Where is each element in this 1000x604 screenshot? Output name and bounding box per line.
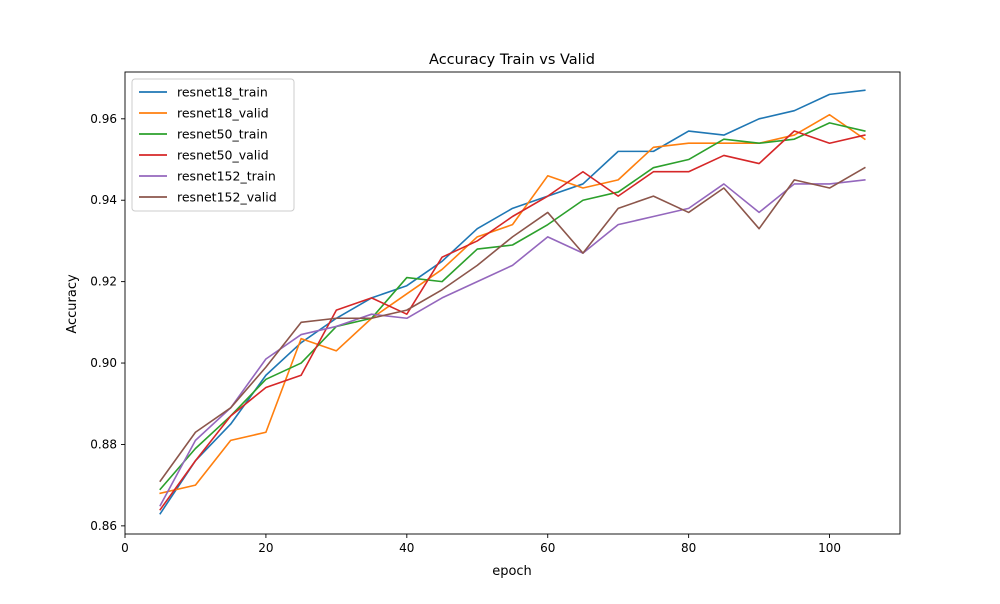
x-tick-label: 0 <box>121 541 129 555</box>
series-line-resnet152_valid <box>159 166 866 483</box>
series-line-resnet18_train <box>159 89 866 515</box>
plot-lines <box>159 89 866 515</box>
legend-label-resnet18_valid: resnet18_valid <box>177 106 269 121</box>
axes: 0 20 40 60 80 100 0.86 0.88 0.90 0.92 0.94 0.96 <box>90 71 901 555</box>
legend-box <box>131 78 295 212</box>
legend-label-resnet50_train: resnet50_train <box>177 127 268 142</box>
y-tick-label: 0.94 <box>90 193 117 207</box>
x-tick-label: 60 <box>540 541 555 555</box>
legend-label-resnet152_train: resnet152_train <box>177 169 276 184</box>
y-tick-label: 0.86 <box>90 519 117 533</box>
legend: resnet18_train resnet18_valid resnet50_tra… <box>131 78 295 212</box>
x-axis-label: epoch <box>492 564 532 579</box>
series-line-resnet152_train <box>159 178 866 507</box>
x-tick-label: 100 <box>818 541 841 555</box>
x-tick-label: 80 <box>681 541 696 555</box>
plot-frame <box>124 71 901 535</box>
series-line-resnet50_valid <box>159 130 866 511</box>
chart-title: Accuracy Train vs Valid <box>429 52 595 68</box>
y-tick-label: 0.92 <box>90 275 117 289</box>
legend-label-resnet50_valid: resnet50_valid <box>177 148 269 163</box>
y-tick-label: 0.96 <box>90 112 117 126</box>
y-axis-label: Accuracy <box>65 274 80 334</box>
legend-label-resnet152_valid: resnet152_valid <box>177 190 277 205</box>
x-tick-label: 20 <box>258 541 273 555</box>
x-tick-label: 40 <box>399 541 414 555</box>
y-tick-label: 0.90 <box>90 356 117 370</box>
legend-label-resnet18_train: resnet18_train <box>177 85 268 100</box>
series-line-resnet50_train <box>159 122 866 491</box>
series-line-resnet18_valid <box>159 113 866 495</box>
y-tick-label: 0.88 <box>90 437 117 451</box>
